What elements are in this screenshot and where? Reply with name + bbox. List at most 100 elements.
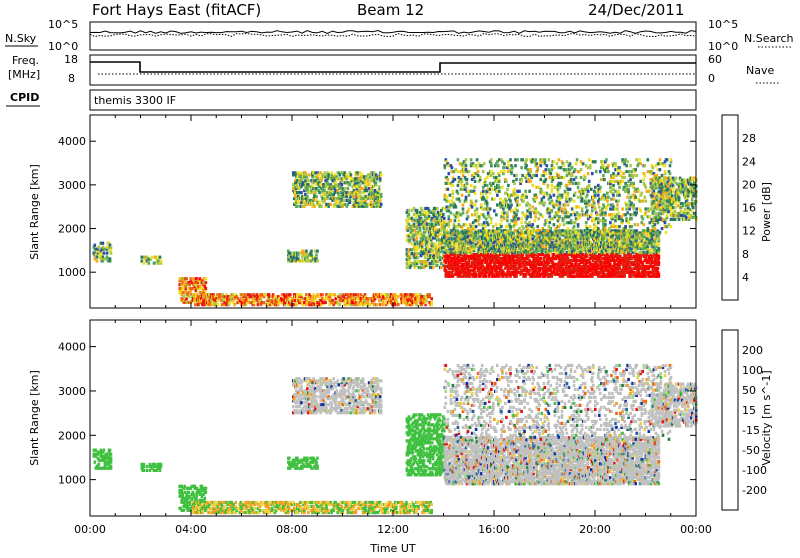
heatmap-cell xyxy=(450,211,453,214)
heatmap-cell xyxy=(329,203,332,206)
heatmap-cell xyxy=(316,250,319,253)
heatmap-cell xyxy=(379,303,382,306)
heatmap-cell xyxy=(451,166,454,169)
nsky-trace xyxy=(90,31,696,34)
heatmap-cell xyxy=(188,295,191,298)
heatmap-cell xyxy=(380,203,383,206)
freq-label: Freq. xyxy=(12,54,39,67)
heatmap-cell xyxy=(297,252,300,255)
heatmap-cell xyxy=(110,246,113,249)
heatmap-cell xyxy=(233,303,236,306)
heatmap-cell xyxy=(96,259,99,262)
heatmap-cell xyxy=(447,188,450,191)
heatmap-cell xyxy=(160,260,163,263)
heatmap-cell xyxy=(657,267,660,270)
heatmap-cell xyxy=(300,191,303,194)
heatmap-cell xyxy=(540,257,543,260)
heatmap-cell xyxy=(408,213,411,216)
freq-trace xyxy=(90,62,696,72)
heatmap-cell xyxy=(310,250,313,253)
heatmap-cell xyxy=(465,231,468,234)
heatmap-cell xyxy=(110,252,113,255)
heatmap-cell xyxy=(347,187,350,190)
heatmap-cell xyxy=(154,262,157,265)
nsky-tick-high: 10^5 xyxy=(48,18,78,31)
nave-label: Nave xyxy=(746,64,774,77)
freq-panel xyxy=(90,55,696,85)
heatmap-cell xyxy=(151,256,154,259)
heatmap-cell xyxy=(360,293,363,296)
heatmap-cell xyxy=(446,196,449,199)
heatmap-cell xyxy=(339,303,342,306)
heatmap-cell xyxy=(300,293,303,296)
heatmap-cell xyxy=(462,211,465,214)
heatmap-cell xyxy=(289,293,292,296)
date-label: 24/Dec/2011 xyxy=(588,1,684,19)
heatmap-cell xyxy=(462,207,465,210)
beam-label: Beam 12 xyxy=(357,1,424,19)
heatmap-cell xyxy=(268,293,271,296)
heatmap-cell xyxy=(417,256,420,259)
nsearch-label: N.Search xyxy=(744,32,794,45)
heatmap-cell xyxy=(419,227,422,230)
heatmap-cell xyxy=(106,252,109,255)
heatmap-cell xyxy=(334,181,337,184)
nave-tick-low: 0 xyxy=(708,72,715,85)
heatmap-cell xyxy=(376,303,379,306)
heatmap-cell xyxy=(475,273,478,276)
heatmap-cell xyxy=(448,215,451,218)
heatmap-cell xyxy=(468,194,471,197)
heatmap-cell xyxy=(369,183,372,186)
heatmap-cell xyxy=(452,184,455,187)
heatmap-cell xyxy=(109,257,112,260)
heatmap-cell xyxy=(379,177,382,180)
heatmap-cell xyxy=(454,219,457,222)
heatmap-cell xyxy=(302,250,305,253)
heatmap-cell xyxy=(306,195,309,198)
nsearch-trace xyxy=(90,34,696,37)
heatmap-cell xyxy=(159,256,162,259)
heatmap-cell xyxy=(428,293,431,296)
freq-tick-low: 8 xyxy=(68,72,75,85)
heatmap-cell xyxy=(205,281,208,284)
heatmap-cell xyxy=(343,199,346,202)
heatmap-cell xyxy=(461,180,464,183)
heatmap-cell xyxy=(658,261,661,264)
heatmap-cell xyxy=(462,203,465,206)
heatmap-cell xyxy=(443,207,446,210)
cpid-text: themis 3300 IF xyxy=(94,94,176,107)
heatmap-cell xyxy=(411,242,414,245)
heatmap-cell xyxy=(316,259,319,262)
heatmap-cell xyxy=(430,301,433,304)
heatmap-cell xyxy=(344,187,347,190)
heatmap-cell xyxy=(182,295,185,298)
heatmap-cell xyxy=(408,209,411,212)
cpid-panel xyxy=(90,90,696,110)
heatmap-cell xyxy=(454,178,457,181)
heatmap-cell xyxy=(357,199,360,202)
heatmap-cell xyxy=(465,196,468,199)
heatmap-cell xyxy=(359,183,362,186)
heatmap-cell xyxy=(466,178,469,181)
heatmap-cell xyxy=(658,247,661,250)
heatmap-cell xyxy=(461,184,464,187)
heatmap-cell xyxy=(341,183,344,186)
heatmap-cell xyxy=(465,158,468,161)
heatmap-cell xyxy=(658,273,661,276)
heatmap-cell xyxy=(308,173,311,176)
heatmap-cell xyxy=(307,179,310,182)
heatmap-cell xyxy=(447,178,450,181)
heatmap-cell xyxy=(324,301,327,304)
heatmap-cell xyxy=(416,209,419,212)
heatmap-cell xyxy=(310,253,313,256)
heatmap-cell xyxy=(468,207,471,210)
heatmap-cell xyxy=(382,301,385,304)
heatmap-cell xyxy=(448,200,451,203)
heatmap-cell xyxy=(203,303,206,306)
heatmap-cell xyxy=(205,287,208,290)
heatmap-cell xyxy=(436,207,439,210)
heatmap-cell xyxy=(457,170,460,173)
heatmap-cell xyxy=(315,195,318,198)
heatmap-cell xyxy=(143,262,146,265)
